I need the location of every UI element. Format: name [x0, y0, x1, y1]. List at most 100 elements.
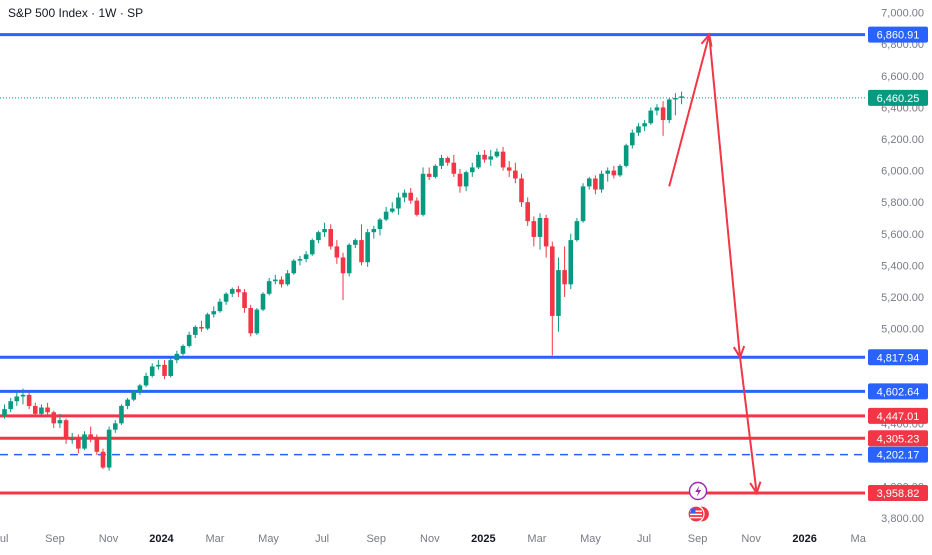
y-tick-label: 5,400.00 [881, 260, 924, 272]
candle-3 [20, 388, 26, 405]
candle-body [377, 219, 383, 230]
price-label-text: 4,305.23 [877, 433, 920, 445]
candle-body [451, 162, 457, 174]
candle-body [359, 240, 364, 263]
candle-24 [149, 363, 155, 378]
candle-body [408, 192, 414, 201]
candle-body [168, 360, 173, 376]
x-tick-label: 2025 [471, 533, 495, 545]
candle-99 [611, 165, 617, 179]
candle-15 [94, 434, 100, 455]
candle-body [57, 420, 63, 424]
candle-body [328, 229, 334, 247]
price-label-box [868, 89, 928, 106]
candle-body [186, 334, 192, 346]
candle-body [673, 97, 678, 100]
candle-9 [57, 413, 63, 429]
price-label-box [868, 430, 928, 447]
candle-body [248, 308, 253, 334]
candle-body [149, 366, 155, 376]
candle-44 [273, 274, 278, 285]
candle-body [316, 232, 321, 241]
candle-body [254, 309, 260, 334]
candle-41 [254, 308, 260, 335]
candle-47 [291, 259, 297, 275]
candle-body [63, 420, 69, 440]
candle-105 [648, 107, 654, 125]
candle-body [562, 270, 567, 285]
x-tick-label: May [258, 533, 279, 545]
candle-body [420, 173, 426, 215]
candle-body [229, 289, 235, 294]
lightning-icon[interactable] [688, 481, 708, 501]
candle-58 [359, 224, 364, 266]
x-tick-label: Ma [851, 533, 867, 545]
candle-43 [266, 278, 272, 296]
projection-line [668, 33, 758, 494]
candle-6 [39, 404, 44, 418]
candle-body [531, 221, 537, 237]
candle-21 [131, 390, 137, 402]
candle-body [414, 200, 420, 215]
candle-101 [623, 143, 629, 168]
candle-body [469, 167, 475, 173]
candle-body [69, 439, 75, 441]
projection-arrowhead-1 [700, 32, 713, 47]
candle-39 [242, 289, 247, 313]
candle-body [242, 292, 247, 309]
candle-body [291, 260, 297, 274]
candle-body [445, 157, 450, 163]
candle-body [519, 178, 524, 203]
y-tick-label: 6,200.00 [881, 134, 924, 146]
candle-88 [543, 214, 549, 258]
price-label-text: 4,202.17 [877, 450, 920, 462]
candle-body [236, 289, 241, 293]
candle-body [39, 407, 44, 414]
candle-body [285, 273, 290, 285]
price-label-box [868, 407, 928, 424]
candle-body [279, 279, 284, 285]
y-tick-label: 5,600.00 [881, 229, 924, 241]
candle-body [119, 405, 124, 424]
candle-23 [143, 372, 149, 387]
x-tick-label: 2026 [792, 533, 816, 545]
candle-body [463, 172, 469, 187]
candle-body [457, 173, 463, 187]
candle-54 [334, 240, 340, 264]
projection-arrowhead-2 [732, 345, 746, 360]
price-label-box [868, 349, 928, 366]
candle-72 [445, 156, 450, 166]
candle-body [654, 107, 660, 111]
candle-body [131, 391, 137, 400]
candle-14 [88, 426, 93, 443]
candle-84 [519, 173, 524, 207]
candle-body [94, 437, 100, 452]
candle-90 [556, 257, 561, 332]
candle-body [199, 326, 204, 329]
candle-body [340, 257, 346, 274]
candle-35 [217, 298, 223, 313]
y-tick-label: 5,800.00 [881, 197, 924, 209]
candle-body [666, 99, 672, 121]
candle-20 [125, 398, 130, 410]
candle-93 [574, 217, 580, 242]
candle-87 [537, 213, 543, 250]
price-label-box [868, 383, 928, 400]
candle-body [125, 399, 130, 406]
candle-body [580, 186, 586, 222]
candle-75 [463, 170, 469, 192]
candle-body [260, 293, 266, 310]
candle-body [20, 394, 26, 397]
candle-29 [180, 344, 186, 356]
candle-37 [229, 287, 235, 297]
candle-body [648, 110, 654, 124]
candle-body [396, 197, 401, 209]
candle-body [365, 232, 370, 263]
candle-body [14, 396, 20, 402]
candle-82 [506, 161, 512, 177]
us-flag-icon[interactable] [687, 505, 711, 523]
candle-68 [420, 167, 426, 217]
x-tick-label: Jul [637, 533, 651, 545]
candle-body [8, 401, 13, 410]
